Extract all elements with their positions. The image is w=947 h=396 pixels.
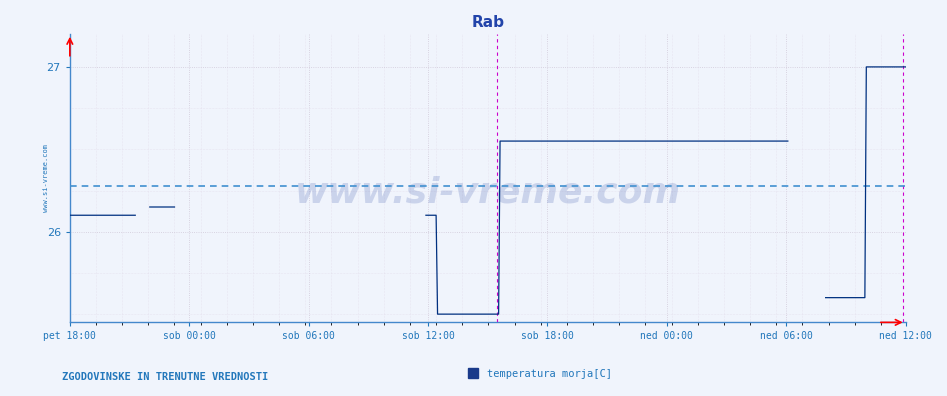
Title: Rab: Rab	[472, 15, 504, 30]
Text: www.si-vreme.com: www.si-vreme.com	[44, 144, 49, 212]
Text: www.si-vreme.com: www.si-vreme.com	[295, 175, 681, 209]
Text: ZGODOVINSKE IN TRENUTNE VREDNOSTI: ZGODOVINSKE IN TRENUTNE VREDNOSTI	[62, 372, 268, 382]
Legend: temperatura morja[C]: temperatura morja[C]	[464, 364, 616, 383]
